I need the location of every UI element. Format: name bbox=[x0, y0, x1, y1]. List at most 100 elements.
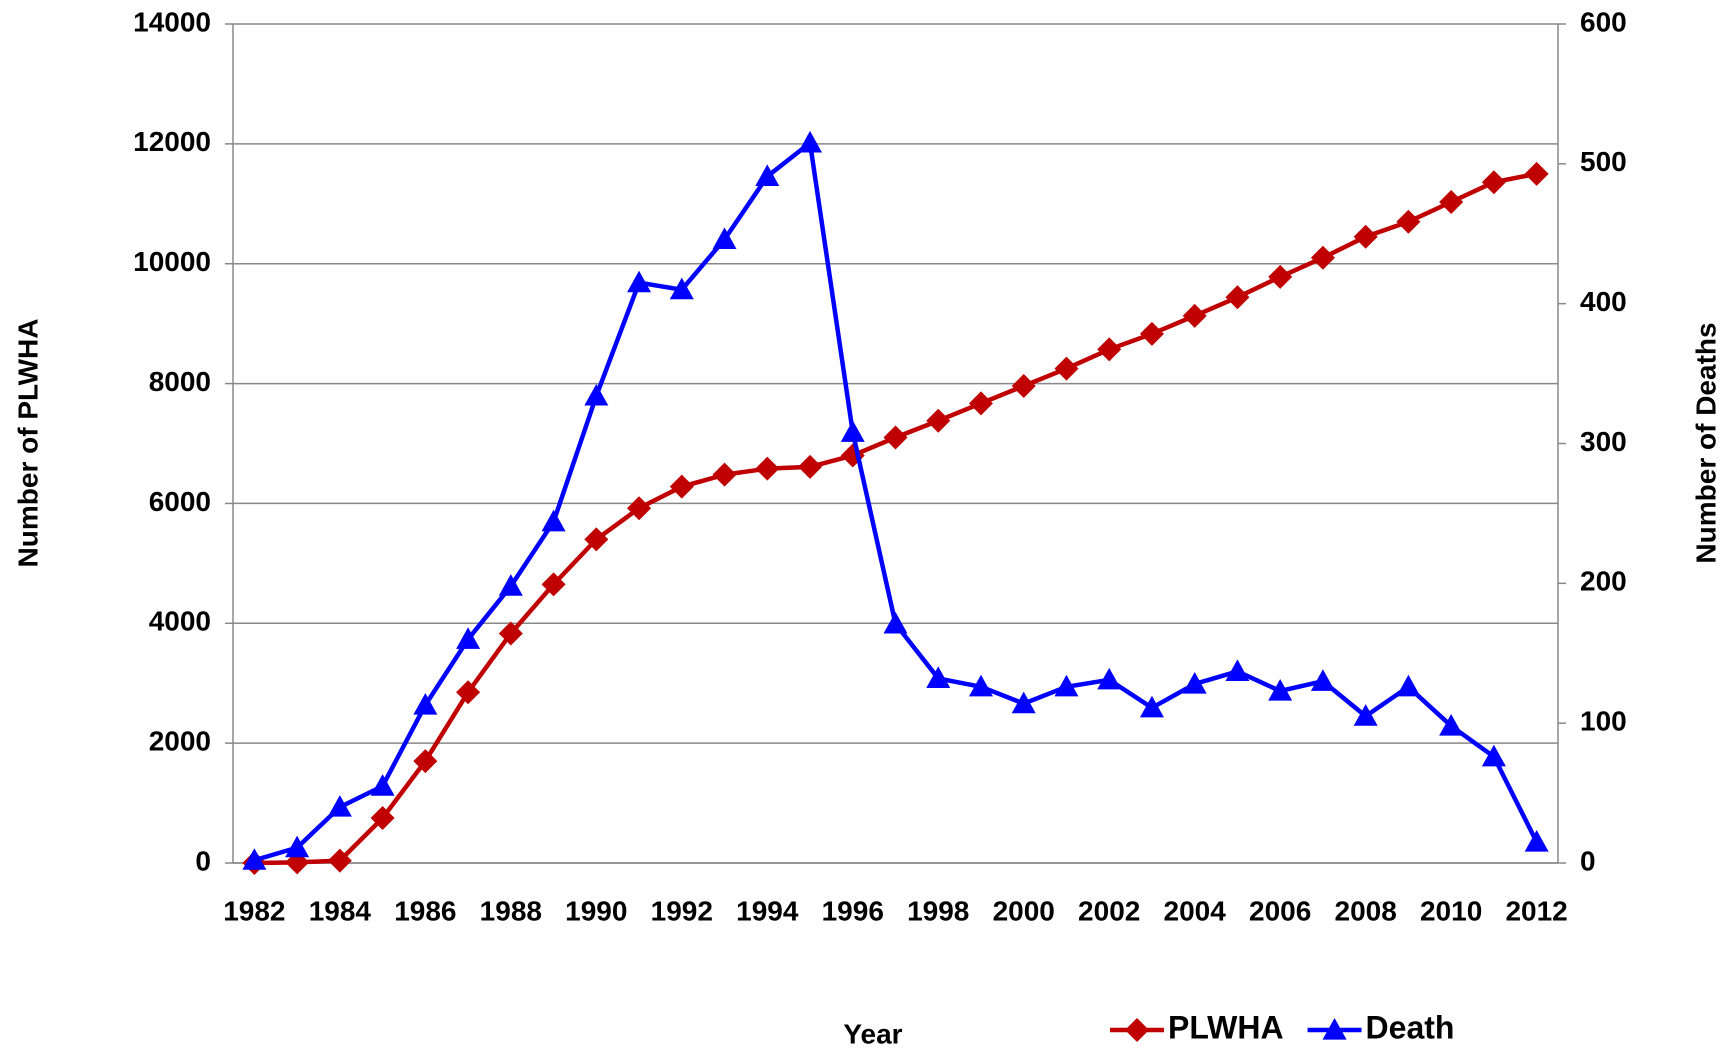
y2-tick-label: 300 bbox=[1580, 426, 1627, 457]
legend-label: PLWHA bbox=[1168, 1009, 1284, 1045]
y2-tick-label: 100 bbox=[1580, 706, 1627, 737]
data-point bbox=[926, 408, 951, 433]
data-point bbox=[669, 277, 694, 300]
data-point bbox=[1139, 695, 1164, 718]
data-point bbox=[327, 848, 352, 873]
data-point bbox=[627, 496, 652, 521]
y2-tick-label: 500 bbox=[1580, 146, 1627, 177]
x-tick-label: 1990 bbox=[565, 895, 627, 926]
data-point bbox=[456, 680, 481, 705]
series-line bbox=[253, 138, 1539, 863]
y-tick-label: 4000 bbox=[149, 606, 211, 637]
y2-axis-title: Number of Deaths bbox=[1690, 322, 1721, 563]
y-tick-label: 2000 bbox=[149, 726, 211, 757]
data-point bbox=[1011, 691, 1036, 714]
data-point bbox=[1481, 744, 1506, 767]
data-point bbox=[541, 572, 566, 597]
x-tick-label: 1994 bbox=[736, 895, 799, 926]
data-point bbox=[456, 627, 481, 649]
data-point bbox=[584, 527, 609, 552]
data-point bbox=[712, 462, 737, 487]
data-point bbox=[755, 164, 780, 187]
data-point bbox=[1396, 209, 1421, 234]
y-tick-label: 14000 bbox=[133, 6, 211, 37]
data-point bbox=[370, 806, 395, 831]
data-point bbox=[883, 611, 908, 634]
data-point bbox=[1524, 830, 1549, 852]
data-point bbox=[1268, 264, 1293, 289]
data-point bbox=[1182, 672, 1207, 694]
data-point bbox=[1524, 161, 1549, 186]
x-tick-label: 2010 bbox=[1420, 895, 1482, 926]
y2-tick-label: 400 bbox=[1580, 286, 1627, 317]
data-point bbox=[1225, 285, 1250, 310]
data-point bbox=[1054, 674, 1079, 697]
data-point bbox=[1225, 659, 1250, 682]
data-point bbox=[1481, 170, 1506, 195]
data-point bbox=[1396, 674, 1421, 697]
data-point bbox=[1268, 679, 1293, 701]
data-point bbox=[968, 391, 993, 416]
x-tick-label: 2012 bbox=[1505, 895, 1567, 926]
legend-marker bbox=[1322, 1018, 1347, 1040]
x-tick-label: 2000 bbox=[993, 895, 1055, 926]
data-point bbox=[1310, 669, 1335, 691]
data-point bbox=[712, 227, 737, 249]
y2-tick-label: 0 bbox=[1580, 845, 1596, 876]
x-tick-label: 1982 bbox=[223, 895, 285, 926]
x-tick-label: 1988 bbox=[480, 895, 542, 926]
data-point bbox=[1054, 356, 1079, 381]
data-point bbox=[327, 795, 352, 817]
y2-tick-label: 600 bbox=[1580, 6, 1627, 37]
data-point bbox=[413, 692, 438, 715]
x-axis-title: Year bbox=[843, 1018, 902, 1049]
data-point bbox=[584, 383, 609, 406]
data-point bbox=[1439, 713, 1464, 736]
data-point bbox=[798, 454, 823, 479]
data-point bbox=[541, 509, 566, 532]
data-point bbox=[1139, 321, 1164, 346]
y-tick-label: 10000 bbox=[133, 246, 211, 277]
data-point bbox=[1353, 704, 1378, 726]
data-point bbox=[883, 425, 908, 450]
data-point bbox=[1310, 245, 1335, 270]
data-point bbox=[413, 749, 438, 774]
series-line bbox=[254, 171, 1538, 866]
data-point bbox=[498, 621, 523, 646]
x-tick-label: 2004 bbox=[1164, 895, 1227, 926]
legend-label: Death bbox=[1366, 1009, 1455, 1045]
x-tick-label: 2006 bbox=[1249, 895, 1311, 926]
x-tick-label: 1996 bbox=[822, 895, 884, 926]
data-point bbox=[669, 474, 694, 499]
data-point bbox=[1439, 189, 1464, 214]
data-point bbox=[627, 270, 652, 293]
x-tick-label: 1984 bbox=[309, 895, 372, 926]
x-tick-label: 2008 bbox=[1335, 895, 1397, 926]
data-point bbox=[798, 130, 823, 153]
data-point bbox=[1353, 224, 1378, 249]
data-point bbox=[755, 456, 780, 481]
y-tick-label: 12000 bbox=[133, 126, 211, 157]
data-point bbox=[840, 420, 865, 442]
x-tick-label: 1986 bbox=[394, 895, 456, 926]
data-point bbox=[370, 774, 395, 796]
y-tick-label: 0 bbox=[195, 845, 211, 876]
y-tick-label: 6000 bbox=[149, 486, 211, 517]
data-point bbox=[498, 574, 523, 596]
data-point bbox=[1182, 303, 1207, 328]
y-axis-title: Number of PLWHA bbox=[12, 319, 43, 568]
data-point bbox=[285, 835, 310, 858]
data-point bbox=[242, 848, 267, 870]
data-point bbox=[968, 674, 993, 697]
y-tick-label: 8000 bbox=[149, 366, 211, 397]
legend-marker bbox=[1125, 1018, 1149, 1042]
data-point bbox=[1097, 337, 1122, 362]
data-point bbox=[926, 666, 951, 689]
x-tick-label: 1998 bbox=[907, 895, 969, 926]
x-tick-label: 2002 bbox=[1078, 895, 1140, 926]
y2-tick-label: 200 bbox=[1580, 566, 1627, 597]
data-point bbox=[1097, 667, 1122, 690]
x-tick-label: 1992 bbox=[651, 895, 713, 926]
data-point bbox=[1011, 373, 1036, 398]
